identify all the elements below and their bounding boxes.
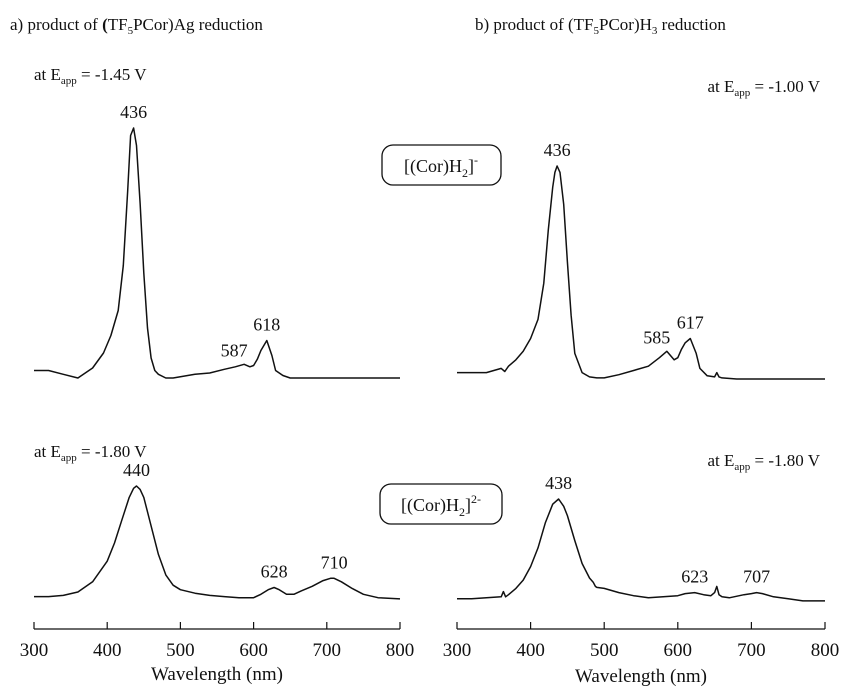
peak-label: 628 [261,562,288,582]
peak-label: 710 [321,552,348,572]
spectrum-line [457,165,825,380]
panel-b-x-axis: 300 400 500 600 700 800 Wavelength (nm) [443,622,840,687]
spectrum-line [34,485,401,600]
peak-label: 585 [643,327,670,347]
potential-a-top: at Eapp = -1.45 V [34,65,147,87]
species-box-dianion: [(Cor)H2]2- [379,483,503,525]
x-tick-label: 700 [313,640,342,661]
x-tick-label: 400 [516,640,545,661]
x-tick-label: 800 [386,640,415,661]
peak-label: 618 [253,315,280,335]
spectrum-line [34,127,400,379]
panel-b-xlabel: Wavelength (nm) [575,666,707,687]
x-tick-label: 500 [166,640,195,661]
species-box-monoanion: [(Cor)H2]- [381,144,502,186]
x-tick-label: 600 [664,640,693,661]
x-tick-label: 600 [239,640,268,661]
x-tick-label: 300 [443,640,472,661]
panel-a-x-axis: 300 400 500 600 700 800 Wavelength (nm) [20,622,415,685]
potential-b-top: at Eapp = -1.00 V [707,77,820,99]
x-tick-label: 500 [590,640,619,661]
svg-text:[(Cor)H2]2-: [(Cor)H2]2- [401,492,481,519]
panel-a-xlabel: Wavelength (nm) [151,664,283,685]
panel-b-title: b) product of (TF5PCor)H3 reduction [475,15,726,37]
peak-label: 623 [681,567,708,587]
peak-label: 707 [743,567,770,587]
x-tick-label: 300 [20,640,49,661]
peak-label: 617 [677,313,704,333]
x-tick-label: 800 [811,640,840,661]
peak-label: 587 [221,340,248,360]
peak-label: 436 [544,140,571,160]
x-tick-label: 700 [737,640,766,661]
peak-label: 436 [120,102,147,122]
panel-a-title: a) product of (TF5PCor)Ag reduction [10,15,263,37]
peak-label: 440 [123,460,150,480]
spectrum-line [457,498,825,602]
potential-a-bottom: at Eapp = -1.80 V [34,442,147,464]
svg-text:[(Cor)H2]-: [(Cor)H2]- [404,153,478,180]
x-tick-label: 400 [93,640,122,661]
peak-label: 438 [545,473,572,493]
potential-b-bottom: at Eapp = -1.80 V [707,451,820,473]
